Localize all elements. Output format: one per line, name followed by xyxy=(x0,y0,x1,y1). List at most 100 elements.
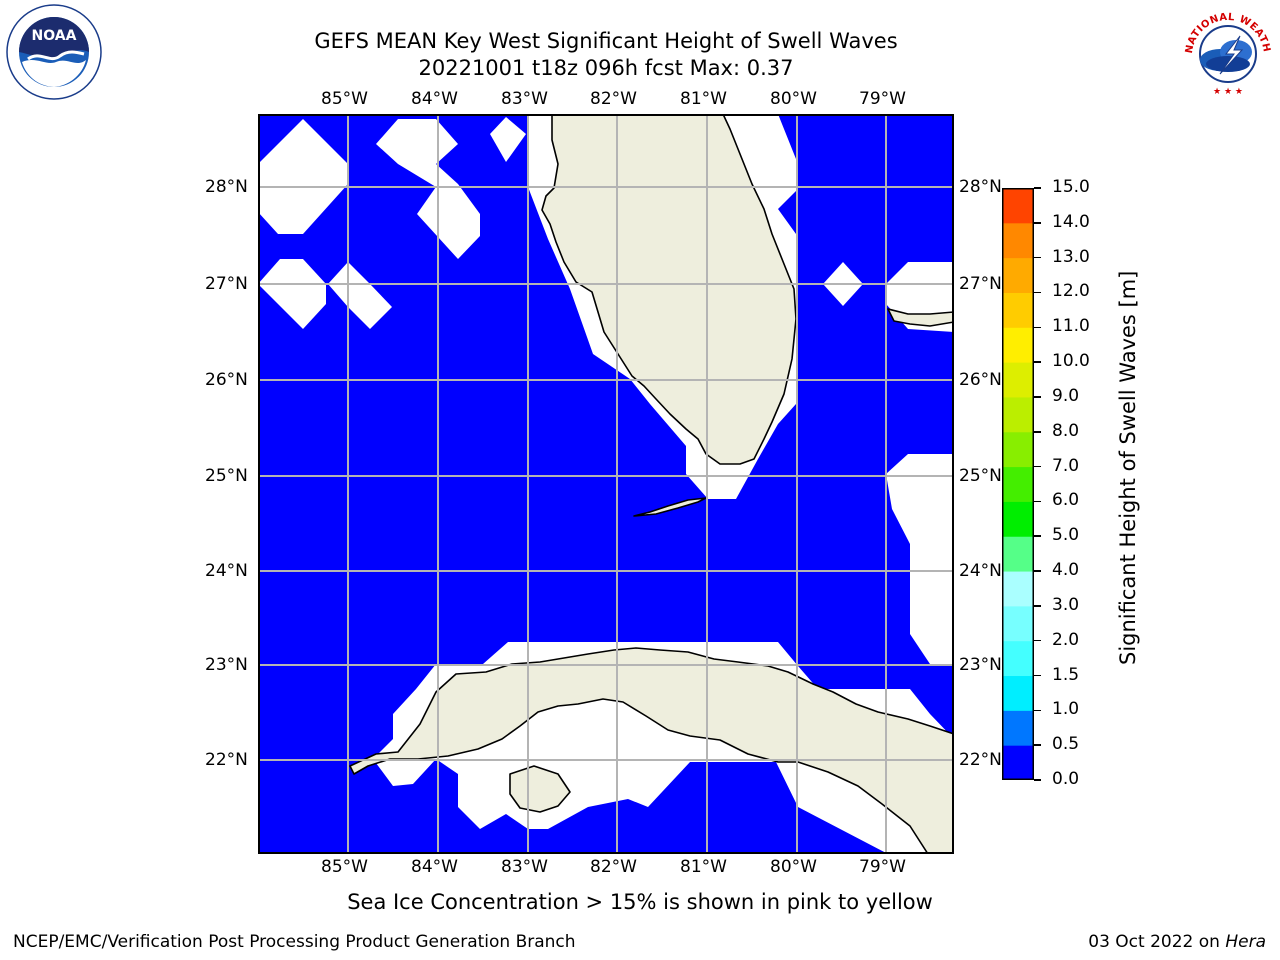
colorbar-tick-mark xyxy=(1034,639,1041,642)
lon-tick-top: 81°W xyxy=(680,89,727,109)
map-border xyxy=(258,114,954,854)
lat-tick-right: 26°N xyxy=(959,370,1002,390)
lat-tick-left: 28°N xyxy=(205,177,248,197)
colorbar-label: Significant Height of Swell Waves [m] xyxy=(1116,270,1140,665)
colorbar-tick-label: 0.0 xyxy=(1052,769,1080,789)
national-weather-service-logo-icon: NATIONAL WEATHER SERVICE ★ ★ ★ xyxy=(1176,0,1276,100)
lon-tick-bottom: 82°W xyxy=(590,857,637,877)
lat-tick-left: 24°N xyxy=(205,561,248,581)
lon-tick-bottom: 85°W xyxy=(321,857,368,877)
colorbar-tick-mark xyxy=(1034,535,1041,537)
colorbar-tick-label: 5.0 xyxy=(1052,525,1080,546)
colorbar-tick-mark xyxy=(1034,500,1041,503)
colorbar-swatch xyxy=(1002,675,1034,711)
colorbar-tick-label: 10.0 xyxy=(1052,351,1090,372)
colorbar-tick-label: 7.0 xyxy=(1052,455,1080,476)
lon-tick-top: 79°W xyxy=(859,89,906,109)
colorbar-swatch xyxy=(1002,501,1034,537)
lon-tick-top: 85°W xyxy=(321,89,368,109)
colorbar-swatch xyxy=(1002,362,1034,398)
colorbar-tick-mark xyxy=(1034,744,1041,746)
lat-tick-left: 27°N xyxy=(205,274,248,294)
lat-tick-right: 28°N xyxy=(959,177,1002,197)
colorbar-tick-label: 11.0 xyxy=(1052,316,1090,337)
colorbar-tick-mark xyxy=(1034,222,1041,224)
map-title: GEFS MEAN Key West Significant Height of… xyxy=(314,29,898,53)
colorbar-tick-label: 3.0 xyxy=(1052,594,1080,615)
colorbar-tick-mark xyxy=(1034,570,1041,572)
lon-tick-bottom: 83°W xyxy=(501,857,548,877)
colorbar-tick-label: 1.5 xyxy=(1052,664,1080,685)
colorbar-swatch xyxy=(1002,710,1034,746)
lat-tick-left: 26°N xyxy=(205,370,248,390)
svg-text:NOAA: NOAA xyxy=(32,28,77,44)
sea-ice-note: Sea Ice Concentration > 15% is shown in … xyxy=(347,890,933,914)
land-masses xyxy=(349,113,955,855)
colorbar-swatch xyxy=(1002,536,1034,572)
colorbar-tick-label: 4.0 xyxy=(1052,560,1080,581)
colorbar-tick-mark xyxy=(1034,709,1041,712)
swell-height-map xyxy=(258,113,955,855)
colorbar-tick-mark xyxy=(1034,291,1041,294)
colorbar-tick-mark xyxy=(1034,779,1041,781)
colorbar-tick-label: 2.0 xyxy=(1052,629,1080,650)
colorbar-tick-label: 12.0 xyxy=(1052,281,1090,302)
lat-tick-right: 25°N xyxy=(959,466,1002,486)
colorbar-swatch xyxy=(1002,431,1034,468)
lon-tick-bottom: 84°W xyxy=(411,857,458,877)
lat-tick-right: 24°N xyxy=(959,561,1002,581)
footer-date-text: 03 Oct 2022 on xyxy=(1088,932,1226,952)
lon-tick-bottom: 81°W xyxy=(680,857,727,877)
colorbar xyxy=(1002,188,1034,781)
colorbar-border xyxy=(1002,188,1034,780)
colorbar-swatch xyxy=(1002,292,1034,328)
colorbar-tick-mark xyxy=(1034,326,1041,329)
colorbar-tick-label: 6.0 xyxy=(1052,490,1080,511)
colorbar-tick-mark xyxy=(1034,605,1041,607)
colorbar-tick-mark xyxy=(1034,431,1041,433)
svg-text:★ ★ ★: ★ ★ ★ xyxy=(1213,87,1243,97)
lon-tick-top: 80°W xyxy=(770,89,817,109)
colorbar-swatch xyxy=(1002,605,1034,642)
colorbar-swatch xyxy=(1002,571,1034,607)
colorbar-tick-label: 1.0 xyxy=(1052,699,1080,720)
lat-tick-right: 27°N xyxy=(959,274,1002,294)
colorbar-tick-label: 14.0 xyxy=(1052,211,1090,232)
colorbar-swatch xyxy=(1002,327,1034,363)
colorbar-tick-mark xyxy=(1034,256,1041,259)
footer-machine: Hera xyxy=(1225,932,1266,952)
colorbar-tick-label: 13.0 xyxy=(1052,246,1090,267)
colorbar-swatch xyxy=(1002,188,1034,224)
lon-tick-bottom: 79°W xyxy=(859,857,906,877)
lat-tick-right: 22°N xyxy=(959,750,1002,770)
colorbar-swatch xyxy=(1002,222,1034,259)
colorbar-swatch xyxy=(1002,396,1034,433)
lat-tick-left: 25°N xyxy=(205,466,248,486)
lon-tick-top: 84°W xyxy=(411,89,458,109)
colorbar-swatch xyxy=(1002,257,1034,293)
colorbar-tick-label: 15.0 xyxy=(1052,177,1090,197)
noaa-logo-icon: NOAA xyxy=(6,4,102,100)
lon-tick-top: 83°W xyxy=(501,89,548,109)
colorbar-swatch xyxy=(1002,640,1034,677)
colorbar-tick-label: 0.5 xyxy=(1052,734,1080,755)
colorbar-tick-mark xyxy=(1034,396,1041,398)
lat-tick-left: 22°N xyxy=(205,750,248,770)
lon-tick-bottom: 80°W xyxy=(770,857,817,877)
footer-date: 03 Oct 2022 on Hera xyxy=(1088,932,1266,952)
colorbar-tick-mark xyxy=(1034,674,1041,677)
map-subtitle: 20221001 t18z 096h fcst Max: 0.37 xyxy=(418,56,794,80)
colorbar-swatch xyxy=(1002,466,1034,502)
footer-credit: NCEP/EMC/Verification Post Processing Pr… xyxy=(13,932,576,952)
lon-tick-top: 82°W xyxy=(590,89,637,109)
lat-tick-right: 23°N xyxy=(959,655,1002,675)
colorbar-swatches xyxy=(1002,188,1034,781)
graticule xyxy=(258,114,954,854)
colorbar-swatch xyxy=(1002,745,1034,781)
colorbar-tick-label: 8.0 xyxy=(1052,420,1080,441)
colorbar-tick-label: 9.0 xyxy=(1052,385,1080,406)
colorbar-tick-mark xyxy=(1034,361,1041,363)
map-panel xyxy=(258,113,955,855)
lat-tick-left: 23°N xyxy=(205,655,248,675)
colorbar-tick-mark xyxy=(1034,465,1041,468)
